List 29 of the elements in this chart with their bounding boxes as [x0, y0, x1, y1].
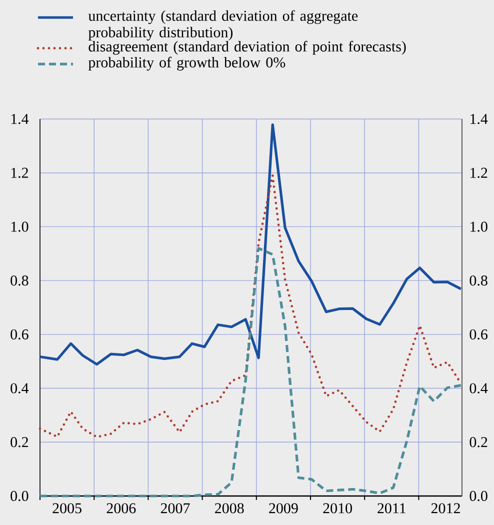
- x-tick-label: 2012: [431, 503, 460, 514]
- y-tick-label: 1.0: [11, 222, 28, 232]
- legend-label: probability of growth below 0%: [88, 56, 286, 71]
- y2-tick-label: 1.2: [470, 168, 488, 178]
- y-tick-label: 0.2: [10, 437, 28, 448]
- x-tick-label: 2007: [160, 503, 190, 514]
- y2-tick-label: 0.0: [470, 490, 488, 502]
- y-tick-label: 0.0: [10, 490, 28, 502]
- y-tick-label: 1.4: [11, 114, 29, 124]
- legend-label: uncertainty (standard deviation of aggregate probability distribution): [88, 10, 358, 40]
- y2-tick-label: 0.6: [470, 329, 488, 340]
- x-tick-label: 2008: [215, 503, 244, 514]
- x-tick-label: 2010: [323, 503, 352, 514]
- y2-tick-label: 1.4: [470, 114, 488, 124]
- y2-tick-label: 0.2: [470, 437, 488, 448]
- y2-tick-label: 1.0: [470, 222, 488, 232]
- x-tick-label: 2005: [52, 503, 82, 514]
- line-series: [38, 123, 462, 366]
- line-series: [38, 174, 462, 438]
- y2-tick-label: 0.4: [470, 383, 488, 394]
- x-tick-label: 2006: [106, 503, 136, 514]
- y-tick-label: 0.4: [10, 383, 29, 394]
- y-tick-label: 1.2: [11, 168, 28, 178]
- x-tick-label: 2011: [378, 503, 406, 514]
- y-tick-label: 0.8: [10, 275, 28, 286]
- y2-tick-label: 0.8: [470, 275, 488, 286]
- legend-label: disagreement (standard deviation of point forecasts): [88, 40, 406, 55]
- x-tick-label: 2009: [269, 503, 298, 514]
- y-tick-label: 0.6: [10, 329, 28, 340]
